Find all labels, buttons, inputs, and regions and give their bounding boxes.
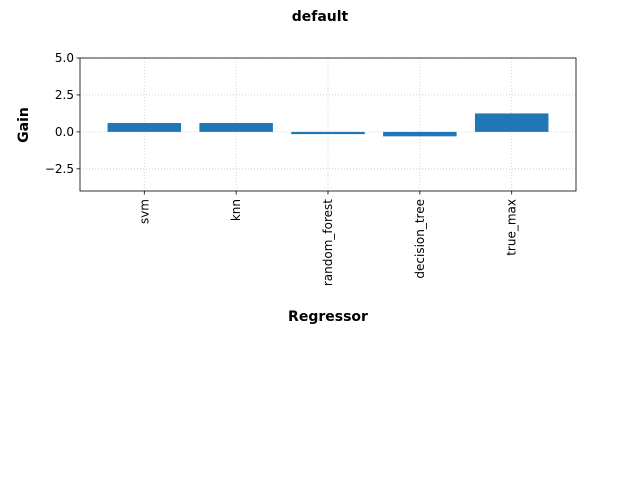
x-axis-label: Regressor: [288, 309, 368, 325]
x-tick-label: svm: [137, 199, 151, 224]
y-axis: −2.5 0.0 2.5 5.0: [45, 51, 80, 176]
y-tick-label: 0.0: [55, 125, 74, 139]
bar-true-max: [474, 113, 549, 132]
y-axis-label: Gain: [16, 107, 32, 143]
x-tick-label: knn: [229, 199, 243, 221]
x-tick-label: random_forest: [321, 199, 335, 286]
bars: [107, 113, 549, 137]
bar-knn: [199, 123, 273, 132]
bar-svm: [107, 123, 182, 132]
y-tick-label: 2.5: [55, 88, 74, 102]
chart-title: default: [292, 9, 349, 25]
x-axis: svm knn random_forest decision_tree true_max: [137, 191, 519, 286]
x-tick-label: true_max: [505, 199, 519, 256]
y-tick-label: −2.5: [45, 162, 74, 176]
bar-random-forest: [291, 131, 365, 135]
bar-decision-tree: [383, 131, 457, 137]
y-tick-label: 5.0: [55, 51, 74, 65]
x-tick-label: decision_tree: [413, 199, 427, 279]
